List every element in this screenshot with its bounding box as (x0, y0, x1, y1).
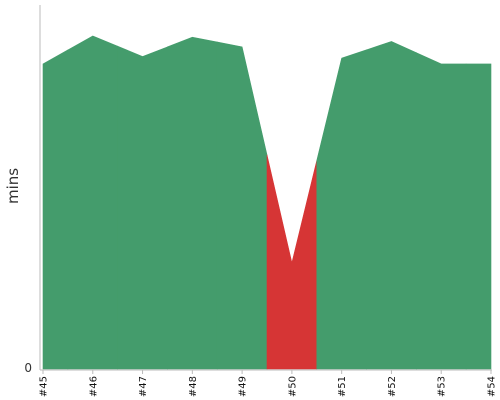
x-tick-label: #53 (437, 376, 448, 397)
x-tick-label: #48 (188, 376, 199, 397)
area-segment-build-51 (316, 49, 367, 370)
area-segment-build-50 (266, 154, 318, 370)
area-segment-build-47 (117, 45, 168, 370)
x-axis-ticks: #45 #46 #47 #48 #49 #50 #51 #52 #53 #54 (39, 370, 498, 397)
area-segment-build-45 (42, 49, 69, 370)
area-segment-build-52 (366, 41, 417, 370)
area-series (42, 35, 492, 370)
area-segment-build-53 (416, 52, 467, 370)
x-tick-label: #54 (487, 376, 498, 397)
area-segment-build-46 (67, 35, 118, 370)
x-tick-label: #46 (88, 376, 99, 397)
x-tick-label: #49 (238, 376, 249, 397)
area-segment-build-49 (216, 41, 268, 370)
y-tick-label-0: 0 (24, 361, 32, 375)
x-tick-label: #52 (387, 376, 398, 397)
y-axis-title: mins (4, 168, 22, 204)
x-tick-label: #47 (138, 376, 149, 397)
area-segment-build-48 (167, 36, 218, 370)
area-segment-build-54 (465, 63, 492, 370)
x-tick-label: #50 (287, 376, 298, 397)
x-tick-label: #45 (39, 376, 50, 397)
x-tick-label: #51 (337, 376, 348, 397)
